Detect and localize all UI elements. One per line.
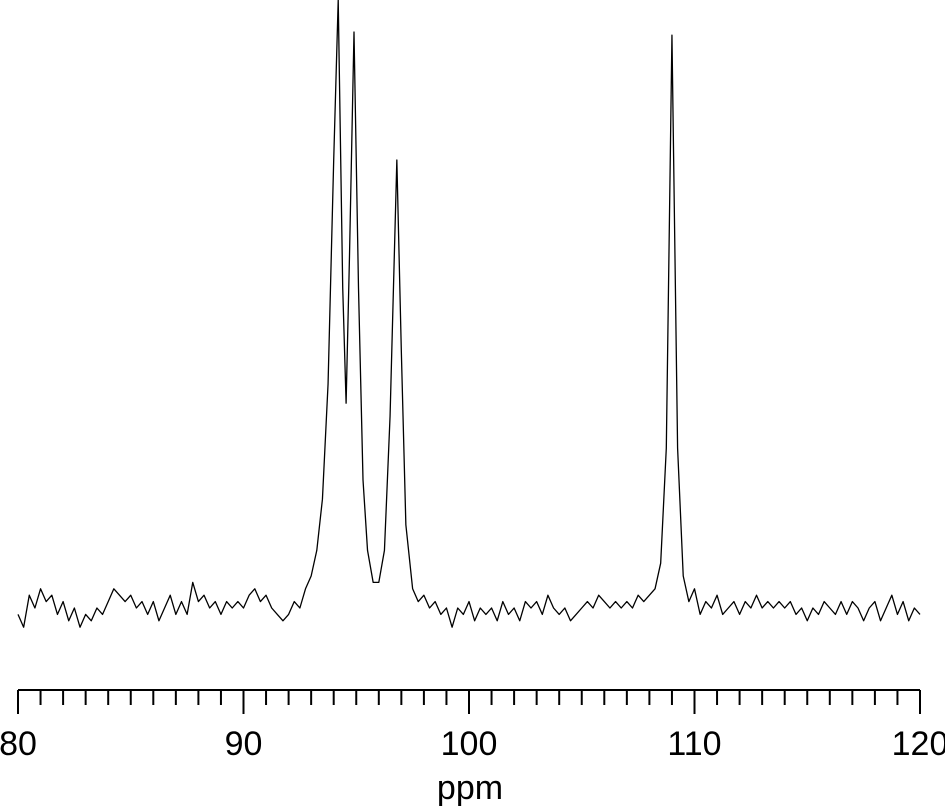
x-axis-label: ppm	[437, 769, 503, 807]
x-tick-label: 80	[0, 725, 37, 763]
spectrum-line	[17, 0, 921, 628]
x-tick-label: 120	[892, 725, 945, 763]
x-tick-label: 110	[667, 725, 721, 763]
x-tick-label: 100	[441, 725, 498, 763]
x-tick-label: 90	[225, 725, 263, 763]
